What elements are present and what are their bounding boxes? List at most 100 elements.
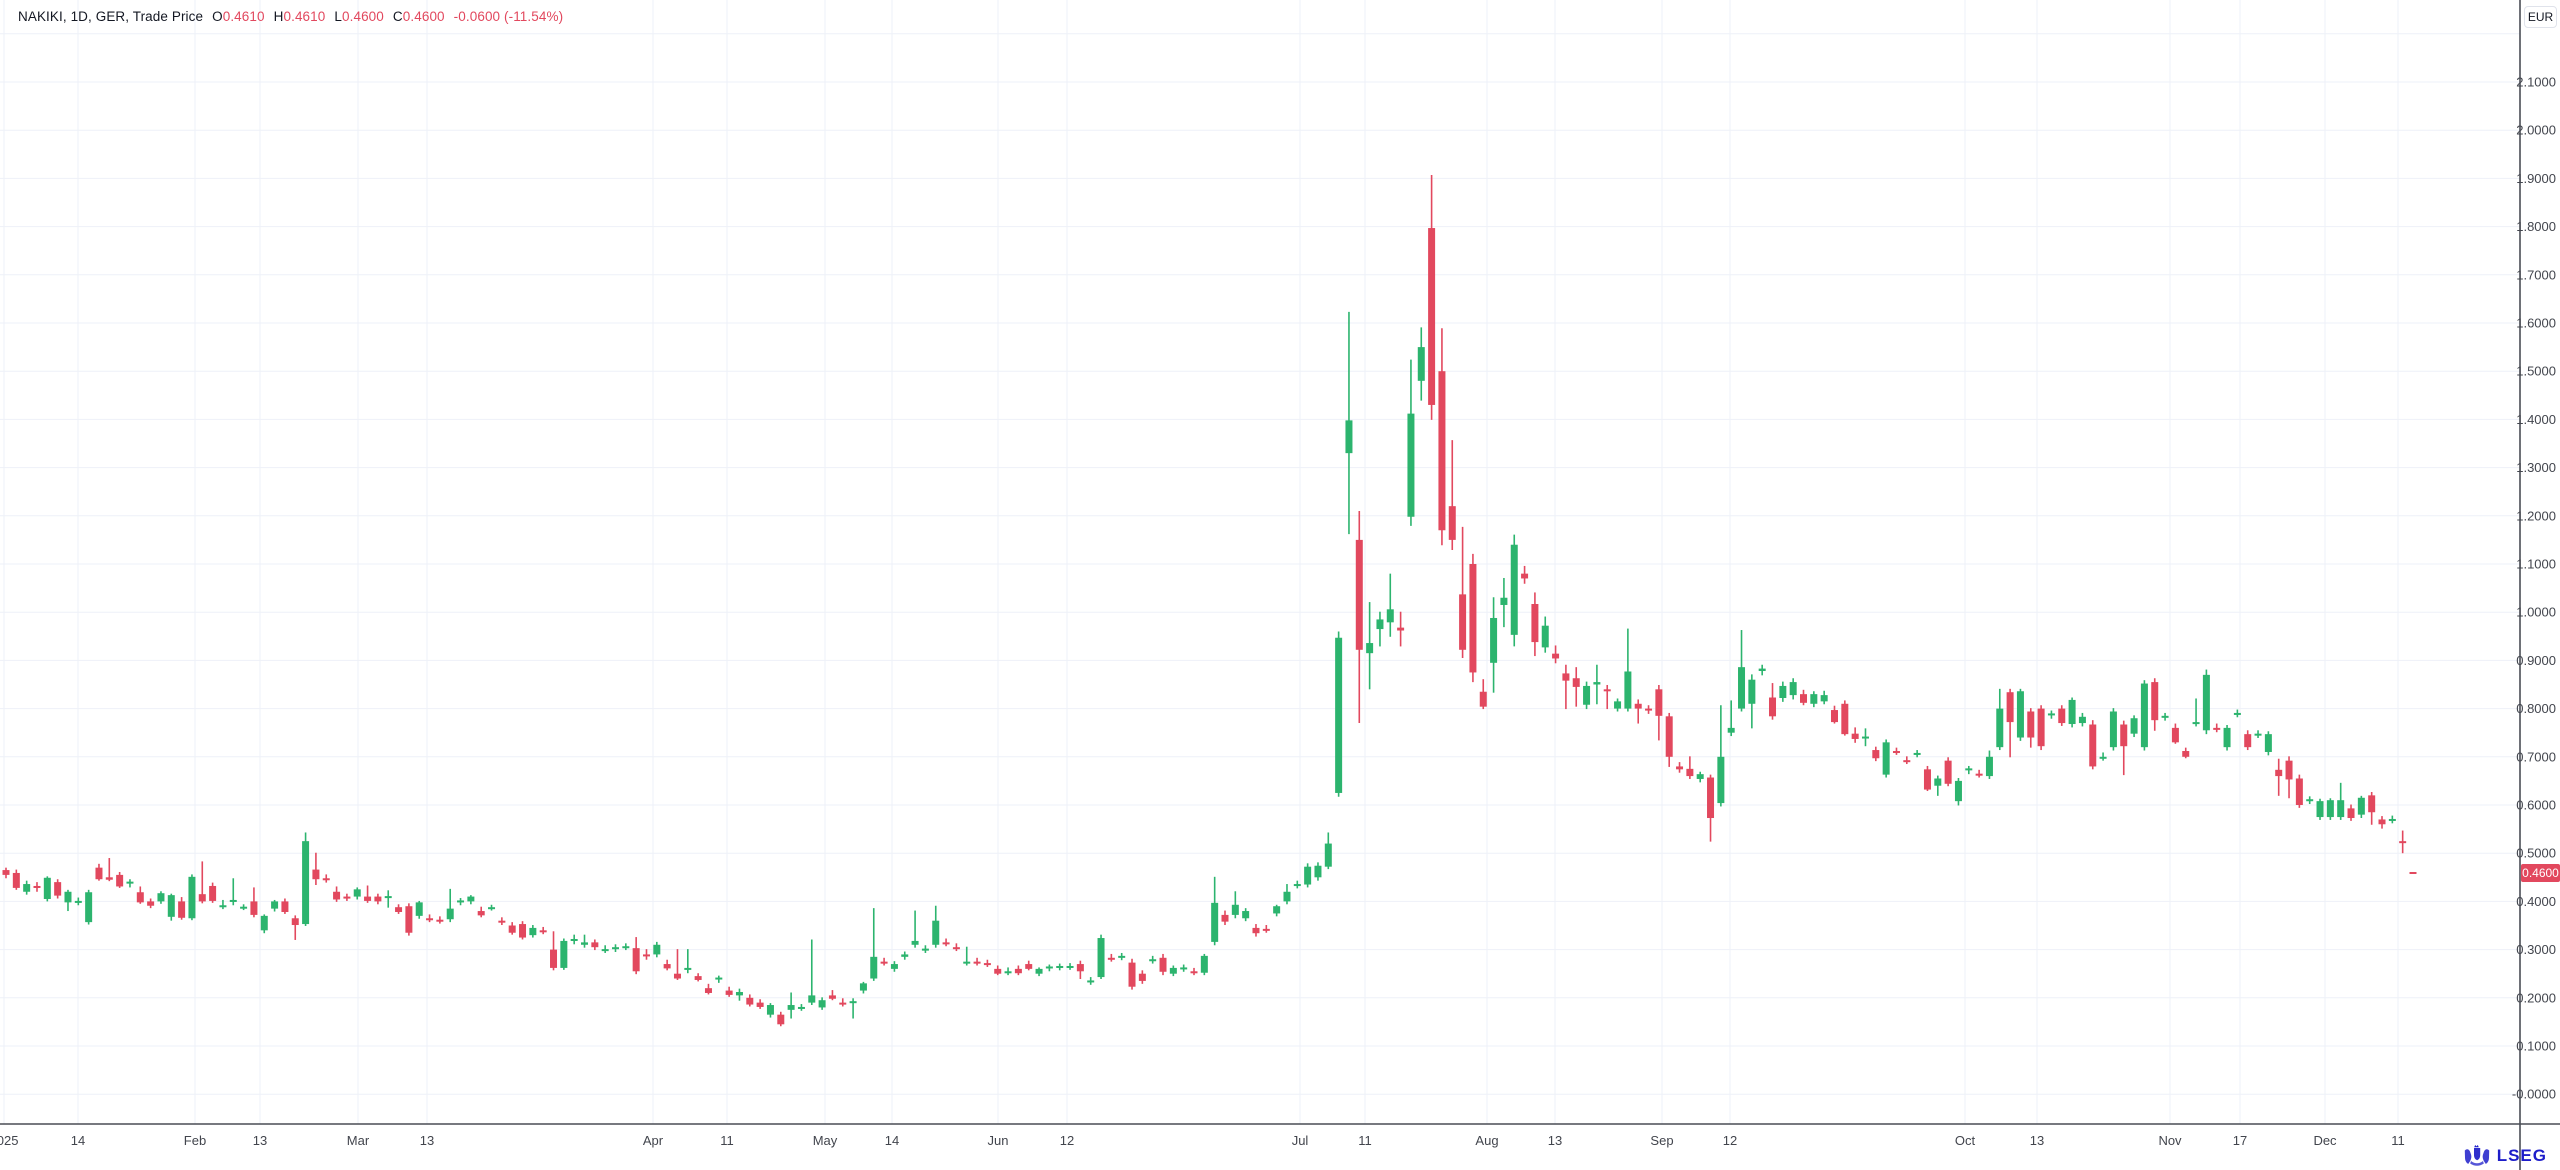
currency-label-box[interactable]: EUR xyxy=(2524,6,2557,28)
candle-body xyxy=(1645,708,1653,711)
y-tick-label: 1.2000 xyxy=(2516,508,2556,523)
candle-body xyxy=(1273,906,1281,914)
candle-body xyxy=(1965,768,1973,771)
candle-body xyxy=(1686,768,1694,777)
candle-body xyxy=(1118,955,1126,958)
candle-body xyxy=(1087,980,1095,983)
candle-body xyxy=(1417,347,1425,381)
candle-body xyxy=(2306,799,2314,802)
candle-body xyxy=(1985,756,1993,777)
y-tick-label: 0.4000 xyxy=(2516,894,2556,909)
candle-body xyxy=(2078,716,2086,724)
candle-body xyxy=(188,876,196,919)
candle-body xyxy=(2347,808,2355,819)
candle-body xyxy=(395,907,403,913)
candle-body xyxy=(2130,718,2138,734)
candle-body xyxy=(1252,927,1260,934)
price-axis[interactable]: 2.1000 2.0000 1.9000 1.8000 1.7000 1.6000 1.50… xyxy=(2512,75,2556,1102)
candle-body xyxy=(1448,506,1456,540)
ohlc-label: H xyxy=(273,9,284,24)
x-tick-label: 11 xyxy=(720,1133,734,1148)
candle-body xyxy=(2140,683,2148,748)
y-tick-label: 1.7000 xyxy=(2516,267,2556,282)
candle-body xyxy=(2275,769,2283,777)
x-tick-label: 11 xyxy=(2391,1133,2405,1148)
candle-body xyxy=(271,901,279,909)
time-axis[interactable]: 2025 14 Feb 13 Mar 13 Apr 11 May 14 Jun 12 Jul 11 Aug 1… xyxy=(0,1133,2405,1148)
y-tick-label: 1.5000 xyxy=(2516,364,2556,379)
candle-body xyxy=(2399,841,2407,844)
candle-body xyxy=(787,1005,795,1010)
candle-body xyxy=(983,963,991,966)
candle-body xyxy=(1624,671,1632,709)
x-tick-label: 12 xyxy=(1723,1133,1737,1148)
candle-body xyxy=(1510,544,1518,635)
y-tick-label: 1.0000 xyxy=(2516,605,2556,620)
candle-body xyxy=(1851,733,1859,739)
x-tick-label: Oct xyxy=(1955,1133,1976,1148)
candle-body xyxy=(2068,699,2076,725)
candle-body xyxy=(973,961,981,964)
candle-body xyxy=(1035,968,1043,974)
candle-body xyxy=(1283,891,1291,902)
candle-body xyxy=(178,901,186,918)
x-tick-label: Dec xyxy=(2313,1133,2337,1148)
candle-body xyxy=(1128,962,1136,987)
candle-body xyxy=(2120,724,2128,747)
candle-body xyxy=(828,995,836,999)
candle-body xyxy=(260,915,268,931)
candle-body xyxy=(1738,667,1746,709)
candle-body xyxy=(250,901,258,915)
candle-body xyxy=(684,967,692,970)
candle-body xyxy=(529,927,537,936)
candle-body xyxy=(384,896,392,899)
candle-body xyxy=(1479,691,1487,707)
candle-body xyxy=(147,901,155,906)
candle-body xyxy=(477,911,485,916)
candle-body xyxy=(1376,619,1384,630)
symbol-legend[interactable]: NAKIKI, 1D, GER, Trade Price O0.4610 H0.46… xyxy=(18,9,563,24)
candle-body xyxy=(1717,756,1725,804)
candle-body xyxy=(746,997,754,1005)
candle-body xyxy=(1810,694,1818,704)
candle-body xyxy=(591,942,599,948)
candle-body xyxy=(1407,413,1415,517)
y-tick-label: 0.9000 xyxy=(2516,653,2556,668)
y-tick-label: 1.6000 xyxy=(2516,316,2556,331)
grid-lines xyxy=(0,0,2520,1124)
candle-body xyxy=(1996,708,2004,748)
candle-body xyxy=(1180,967,1188,970)
candle-body xyxy=(1800,694,1808,703)
candle-body xyxy=(1903,760,1911,763)
candle-body xyxy=(1882,742,1890,775)
candle-body xyxy=(1045,966,1053,969)
royal-crest-icon xyxy=(2464,1145,2489,1166)
candle-body xyxy=(136,892,144,903)
candle-body xyxy=(364,896,372,901)
y-tick-label: 1.3000 xyxy=(2516,460,2556,475)
candle-body xyxy=(1541,625,1549,648)
candle-body xyxy=(1583,685,1591,705)
candle-body xyxy=(1314,865,1322,878)
candle-body xyxy=(2326,800,2334,818)
x-tick-label: 14 xyxy=(885,1133,899,1148)
y-tick-label: 1.1000 xyxy=(2516,557,2556,572)
candle-body xyxy=(2016,691,2024,738)
candle-body xyxy=(1200,955,1208,973)
candle-body xyxy=(198,894,206,902)
y-tick-label: 0.2000 xyxy=(2516,990,2556,1005)
x-tick-label: Sep xyxy=(1650,1133,1673,1148)
candle-body xyxy=(322,878,330,881)
x-tick-label: 11 xyxy=(1358,1133,1372,1148)
candle-body xyxy=(2202,674,2210,731)
candle-body xyxy=(715,977,723,980)
candle-body xyxy=(2233,712,2241,715)
candle-body xyxy=(632,948,640,972)
candle-body xyxy=(1500,597,1508,605)
ohlc-value: 0.4610 xyxy=(222,9,265,24)
candle-body xyxy=(818,1000,826,1008)
candle-body xyxy=(1665,716,1673,757)
candle-body xyxy=(766,1005,774,1015)
candle-body xyxy=(1758,668,1766,672)
